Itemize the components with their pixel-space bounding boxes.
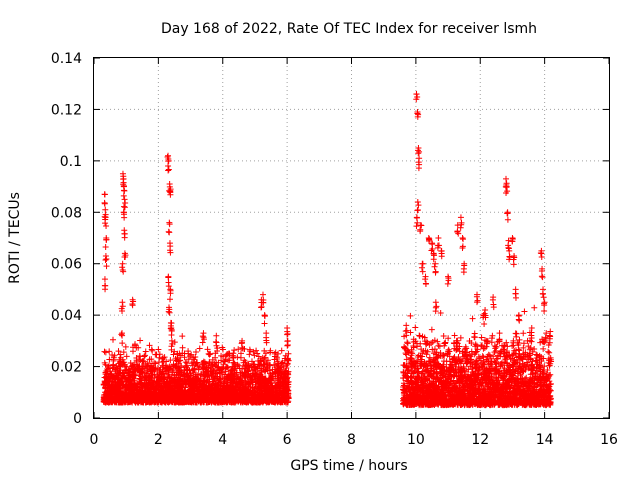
- data-point-dense: [231, 347, 238, 354]
- data-point-dense: [250, 348, 257, 355]
- data-point-dense: [152, 360, 159, 367]
- data-point-dense: [142, 348, 149, 355]
- data-point-dense: [174, 350, 181, 357]
- data-point-dense: [122, 343, 129, 350]
- points-layer: [100, 91, 555, 409]
- data-point-dense: [253, 347, 260, 354]
- data-point-dense: [189, 362, 196, 369]
- data-point-dense: [115, 348, 122, 355]
- data-point-dense: [247, 348, 254, 355]
- data-point-dense: [241, 357, 248, 364]
- data-point-dense: [234, 361, 241, 368]
- data-point-dense: [101, 348, 108, 355]
- data-point-dense: [135, 344, 142, 351]
- data-point-dense: [137, 337, 144, 344]
- data-point-dense: [155, 346, 162, 353]
- data-point-dense: [194, 362, 201, 369]
- data-point-dense: [262, 354, 268, 361]
- data-point-dense: [216, 369, 223, 376]
- data-point-dense: [146, 342, 153, 349]
- data-point-dense: [278, 347, 285, 354]
- data-point-dense: [103, 367, 110, 374]
- data-point-dense: [241, 346, 248, 353]
- data-point-dense: [190, 369, 197, 376]
- data-point-dense: [110, 336, 117, 343]
- grid-layer: [94, 58, 609, 418]
- data-point-dense: [246, 351, 253, 358]
- data-point-dense: [255, 353, 262, 360]
- data-point-dense: [179, 333, 186, 340]
- data-point-dense: [193, 360, 200, 367]
- data-point-dense: [271, 362, 278, 369]
- data-point-dense: [148, 346, 155, 353]
- data-point-dense: [184, 366, 191, 373]
- data-point-dense: [117, 351, 124, 358]
- data-point-dense: [219, 346, 226, 353]
- data-point-dense: [267, 349, 274, 356]
- data-point-dense: [226, 357, 233, 364]
- data-point-dense: [160, 362, 167, 369]
- data-point-dense: [235, 346, 242, 353]
- data-point-dense: [102, 349, 109, 356]
- data-point-dense: [185, 356, 192, 363]
- data-point-dense: [148, 356, 155, 363]
- data-point-dense: [127, 359, 134, 366]
- data-point-dense: [170, 351, 177, 358]
- data-point-dense: [188, 351, 195, 358]
- data-point-dense: [252, 367, 259, 374]
- data-point-dense: [214, 363, 221, 370]
- data-point-dense: [191, 365, 198, 372]
